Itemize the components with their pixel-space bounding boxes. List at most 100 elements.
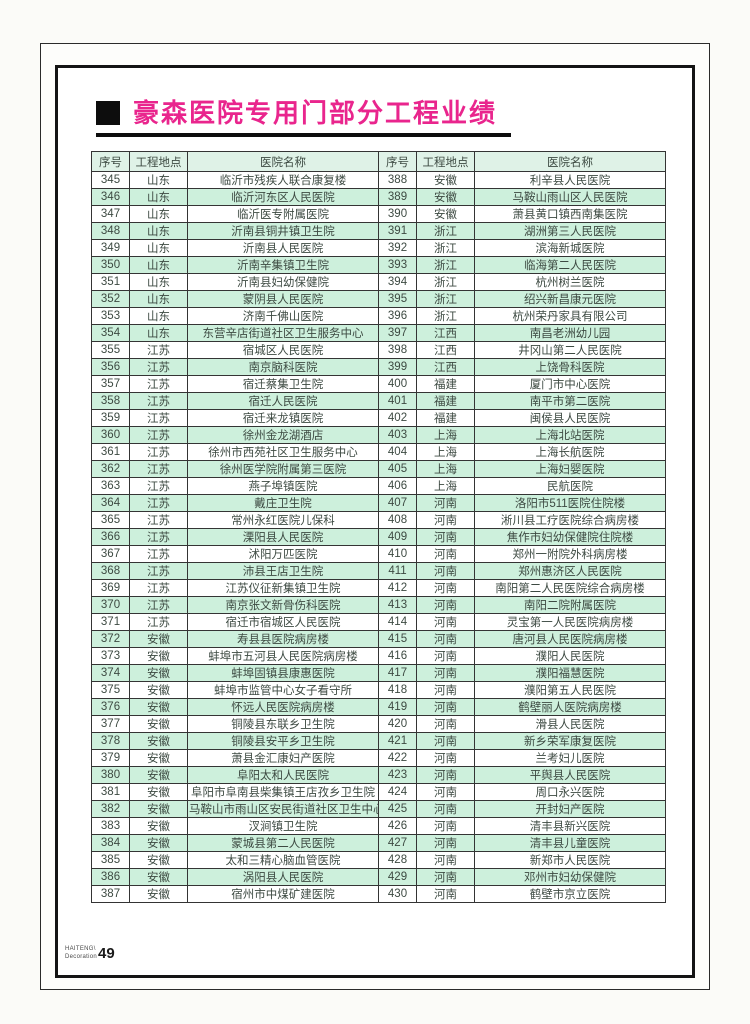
project-location-cell: 浙江: [416, 239, 475, 257]
serial-number-cell: 350: [91, 256, 130, 274]
hospital-name-cell: 沛县王店卫生院: [187, 562, 379, 580]
project-location-cell: 河南: [416, 783, 475, 801]
serial-number-cell: 389: [378, 188, 417, 206]
project-location-cell: 山东: [129, 256, 188, 274]
table-row: 347 山东 临沂医专附属医院 390 安徽 萧县黄口镇西南集医院: [91, 205, 666, 223]
table-row: 369 江苏 江苏仪征新集镇卫生院 412 河南 南阳第二人民医院综合病房楼: [91, 579, 666, 597]
hospital-name-cell: 南京张文新骨伤科医院: [187, 596, 379, 614]
hospital-name-cell: 湖洲第三人民医院: [474, 222, 666, 240]
project-location-cell: 江苏: [129, 426, 188, 444]
project-location-cell: 河南: [416, 613, 475, 631]
page-inner-border: 豪森医院专用门部分工程业绩 序号 工程地点 医院名称 序号 工程地点 医院名称 …: [55, 65, 695, 978]
table-row: 364 江苏 戴庄卫生院 407 河南 洛阳市511医院住院楼: [91, 494, 666, 512]
serial-number-cell: 388: [378, 171, 417, 189]
serial-number-cell: 353: [91, 307, 130, 325]
project-location-cell: 上海: [416, 443, 475, 461]
project-location-cell: 河南: [416, 579, 475, 597]
serial-number-cell: 418: [378, 681, 417, 699]
project-location-cell: 河南: [416, 732, 475, 750]
project-location-cell: 河南: [416, 715, 475, 733]
project-location-cell: 江西: [416, 324, 475, 342]
project-location-cell: 山东: [129, 239, 188, 257]
serial-number-cell: 355: [91, 341, 130, 359]
table-row: 375 安徽 蚌埠市监管中心女子看守所 418 河南 濮阳第五人民医院: [91, 681, 666, 699]
serial-number-cell: 413: [378, 596, 417, 614]
page-footer: HAITENG\ Decoration 49: [65, 945, 115, 962]
hospital-name-cell: 井冈山第二人民医院: [474, 341, 666, 359]
hospital-name-cell: 民航医院: [474, 477, 666, 495]
project-location-cell: 河南: [416, 528, 475, 546]
project-location-cell: 江苏: [129, 596, 188, 614]
hospital-name-cell: 铜陵县东联乡卫生院: [187, 715, 379, 733]
project-location-cell: 安徽: [129, 749, 188, 767]
project-location-cell: 江苏: [129, 341, 188, 359]
project-location-cell: 安徽: [129, 800, 188, 818]
hospital-name-cell: 杭州荣丹家具有限公司: [474, 307, 666, 325]
table-row: 382 安徽 马鞍山市雨山区安民街道社区卫生中心 425 河南 开封妇产医院: [91, 800, 666, 818]
project-location-cell: 河南: [416, 562, 475, 580]
table-row: 371 江苏 宿迁市宿城区人民医院 414 河南 灵宝第一人民医院病房楼: [91, 613, 666, 631]
serial-number-cell: 375: [91, 681, 130, 699]
table-row: 381 安徽 阜阳市阜南县柴集镇王店孜乡卫生院 424 河南 周口永兴医院: [91, 783, 666, 801]
serial-number-cell: 407: [378, 494, 417, 512]
project-location-cell: 安徽: [129, 630, 188, 648]
hospital-name-cell: 宿迁蔡集卫生院: [187, 375, 379, 393]
hospital-name-cell: 徐州医学院附属第三医院: [187, 460, 379, 478]
hospital-name-cell: 宿迁人民医院: [187, 392, 379, 410]
hospital-name-cell: 唐河县人民医院病房楼: [474, 630, 666, 648]
project-location-cell: 安徽: [129, 698, 188, 716]
hospital-name-cell: 徐州市西苑社区卫生服务中心: [187, 443, 379, 461]
table-body: 345 山东 临沂市残疾人联合康复楼 388 安徽 利辛县人民医院 346 山东 临沂河东区人民…: [91, 171, 666, 903]
table-row: 378 安徽 铜陵县安平乡卫生院 421 河南 新乡荣军康复医院: [91, 732, 666, 750]
title-block: 豪森医院专用门部分工程业绩: [96, 98, 512, 137]
table-row: 387 安徽 宿州市中煤矿建医院 430 河南 鹤壁市京立医院: [91, 885, 666, 903]
project-location-cell: 浙江: [416, 290, 475, 308]
hospital-name-cell: 临沂市残疾人联合康复楼: [187, 171, 379, 189]
serial-number-cell: 371: [91, 613, 130, 631]
serial-number-cell: 423: [378, 766, 417, 784]
serial-number-cell: 370: [91, 596, 130, 614]
serial-number-cell: 387: [91, 885, 130, 903]
hospital-name-cell: 开封妇产医院: [474, 800, 666, 818]
serial-number-cell: 345: [91, 171, 130, 189]
hospital-name-cell: 郑州惠济区人民医院: [474, 562, 666, 580]
project-location-cell: 安徽: [129, 885, 188, 903]
table-row: 345 山东 临沂市残疾人联合康复楼 388 安徽 利辛县人民医院: [91, 171, 666, 189]
project-location-cell: 江西: [416, 341, 475, 359]
table-row: 361 江苏 徐州市西苑社区卫生服务中心 404 上海 上海长航医院: [91, 443, 666, 461]
project-location-cell: 山东: [129, 205, 188, 223]
serial-number-cell: 396: [378, 307, 417, 325]
table-row: 353 山东 济南千佛山医院 396 浙江 杭州荣丹家具有限公司: [91, 307, 666, 325]
serial-number-cell: 393: [378, 256, 417, 274]
column-header-hospital-left: 医院名称: [187, 151, 379, 172]
project-location-cell: 河南: [416, 766, 475, 784]
table-row: 355 江苏 宿城区人民医院 398 江西 井冈山第二人民医院: [91, 341, 666, 359]
project-location-cell: 江苏: [129, 477, 188, 495]
project-location-cell: 江苏: [129, 528, 188, 546]
hospital-name-cell: 杭州树兰医院: [474, 273, 666, 291]
table-row: 368 江苏 沛县王店卫生院 411 河南 郑州惠济区人民医院: [91, 562, 666, 580]
project-location-cell: 河南: [416, 749, 475, 767]
hospital-name-cell: 沂南县人民医院: [187, 239, 379, 257]
table-row: 351 山东 沂南县妇幼保健院 394 浙江 杭州树兰医院: [91, 273, 666, 291]
serial-number-cell: 426: [378, 817, 417, 835]
hospital-name-cell: 济南千佛山医院: [187, 307, 379, 325]
hospital-name-cell: 马鞍山市雨山区安民街道社区卫生中心: [187, 800, 379, 818]
hospital-name-cell: 兰考妇儿医院: [474, 749, 666, 767]
column-header-location-right: 工程地点: [416, 151, 475, 172]
project-location-cell: 安徽: [129, 766, 188, 784]
serial-number-cell: 400: [378, 375, 417, 393]
serial-number-cell: 386: [91, 868, 130, 886]
project-location-cell: 安徽: [416, 188, 475, 206]
table-row: 365 江苏 常州永红医院儿保科 408 河南 淅川县工疗医院综合病房楼: [91, 511, 666, 529]
table-row: 348 山东 沂南县铜井镇卫生院 391 浙江 湖洲第三人民医院: [91, 222, 666, 240]
hospital-name-cell: 江苏仪征新集镇卫生院: [187, 579, 379, 597]
project-location-cell: 江西: [416, 358, 475, 376]
hospital-name-cell: 萧县金汇康妇产医院: [187, 749, 379, 767]
project-location-cell: 上海: [416, 426, 475, 444]
page-title: 豪森医院专用门部分工程业绩: [133, 98, 498, 128]
serial-number-cell: 351: [91, 273, 130, 291]
serial-number-cell: 421: [378, 732, 417, 750]
serial-number-cell: 363: [91, 477, 130, 495]
table-row: 367 江苏 沭阳万匹医院 410 河南 郑州一附院外科病房楼: [91, 545, 666, 563]
